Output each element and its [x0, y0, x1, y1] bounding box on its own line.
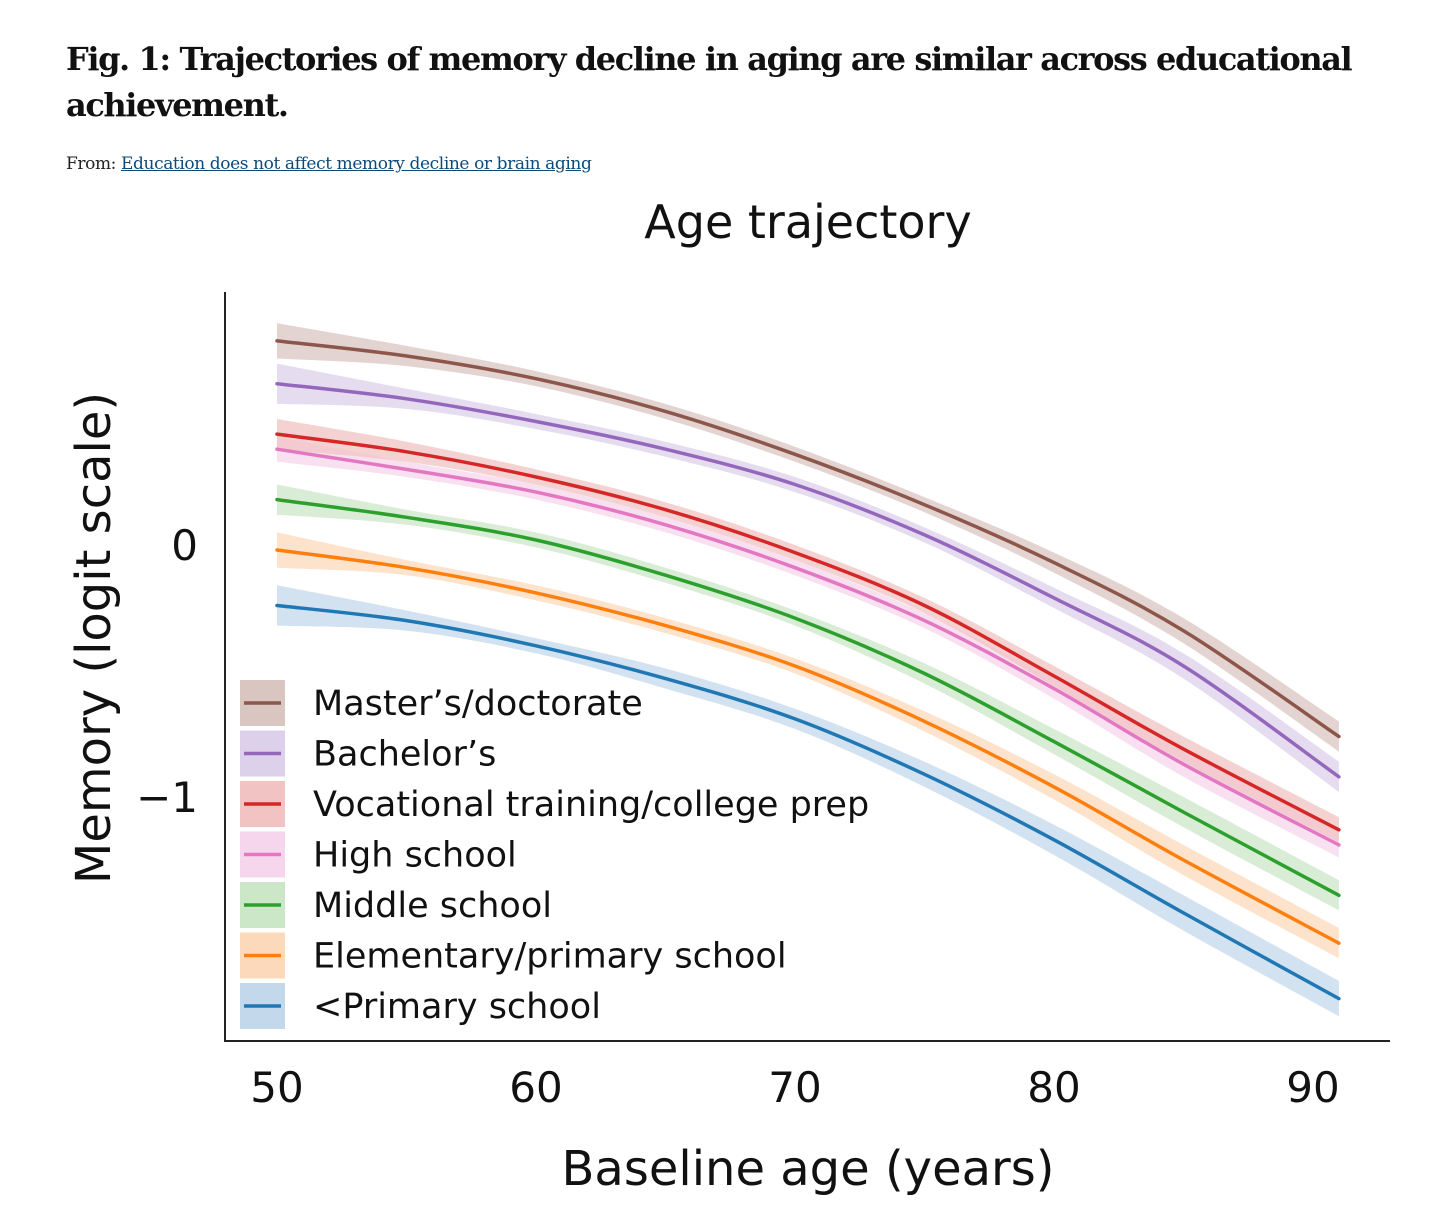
confidence-bands — [277, 323, 1339, 1017]
legend-label: Elementary/primary school — [313, 937, 787, 977]
legend-item: High school — [240, 831, 517, 878]
line-bachelor-s — [275, 381, 1341, 779]
figure-title: Fig. 1: Trajectories of memory decline i… — [66, 40, 1353, 124]
band-bachelor-s — [277, 363, 1339, 792]
x-tick-label: 60 — [509, 1063, 562, 1112]
legend-label: Middle school — [313, 886, 552, 926]
line-elementary-primary-school — [275, 548, 1341, 945]
legend-item: Elementary/primary school — [240, 932, 787, 979]
legend-item: Bachelor’s — [240, 730, 496, 777]
legend-label: <Primary school — [313, 987, 601, 1027]
line-high-school — [275, 447, 1341, 847]
y-axis-label: Memory (logit scale) — [66, 392, 122, 884]
legend-label: High school — [313, 836, 517, 876]
x-tick-label: 70 — [768, 1063, 821, 1112]
line-primary-school — [275, 603, 1341, 1001]
legend-label: Master’s/doctorate — [313, 684, 643, 724]
trajectory-lines — [275, 339, 1341, 1001]
x-tick-label: 80 — [1027, 1063, 1080, 1112]
x-axis-label: Baseline age (years) — [562, 1141, 1055, 1197]
y-tick-label: −1 — [136, 773, 198, 822]
legend-item: <Primary school — [240, 983, 601, 1029]
line-middle-school — [275, 497, 1341, 898]
x-tick-label: 50 — [250, 1063, 303, 1112]
y-tick-label: 0 — [171, 521, 198, 570]
legend: Master’s/doctorate Bachelor’s Vocational t… — [240, 680, 869, 1029]
source-prefix: From: — [66, 154, 117, 174]
line-master-s-doctorate — [275, 339, 1341, 739]
x-tick-label: 90 — [1286, 1063, 1339, 1112]
legend-item: Vocational training/college prep — [240, 781, 869, 827]
legend-item: Master’s/doctorate — [240, 680, 643, 726]
line-vocational-training-college-prep — [275, 432, 1341, 832]
source-article-link[interactable]: Education does not affect memory decline… — [121, 154, 592, 174]
band-primary-school — [277, 585, 1339, 1017]
y-tick-labels: 0 −1 — [136, 521, 198, 822]
legend-label: Vocational training/college prep — [313, 785, 869, 825]
source-line: From: Education does not affect memory d… — [66, 154, 592, 174]
legend-item: Middle school — [240, 882, 552, 928]
chart-title: Age trajectory — [644, 195, 971, 249]
x-tick-labels: 50 60 70 80 90 — [250, 1063, 1339, 1112]
legend-label: Bachelor’s — [313, 735, 496, 775]
